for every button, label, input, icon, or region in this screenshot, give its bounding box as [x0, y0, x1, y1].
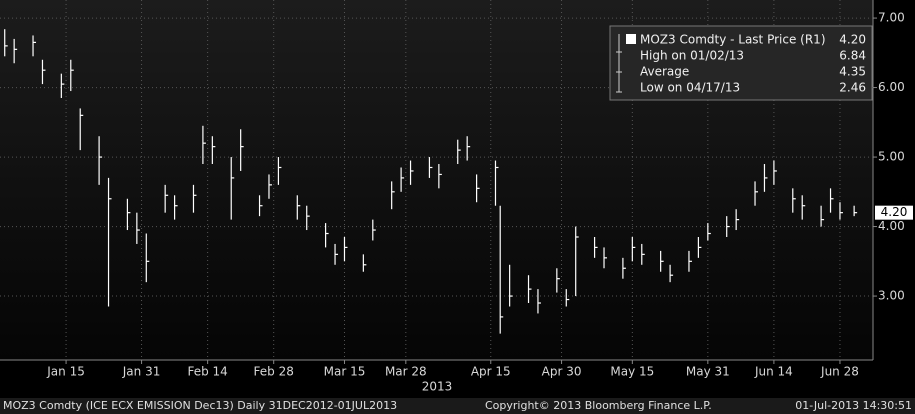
legend-last-value: 4.20: [839, 33, 866, 47]
footer-center: Copyright© 2013 Bloomberg Finance L.P.: [485, 399, 712, 412]
y-tick-label: 3.00: [878, 289, 905, 303]
legend-series: MOZ3 Comdty - Last Price (R1): [640, 33, 826, 47]
x-tick-label: May 15: [610, 365, 654, 379]
footer-right: 01-Jul-2013 14:30:51: [795, 399, 912, 412]
y-tick-label: 5.00: [878, 150, 905, 164]
y-tick-label: 4.00: [878, 219, 905, 233]
legend-stat-label: Low on 04/17/13: [640, 81, 740, 95]
x-tick-label: Feb 14: [187, 365, 227, 379]
y-tick-label: 6.00: [878, 80, 905, 94]
x-tick-label: Apr 30: [542, 365, 582, 379]
legend-icons: [616, 34, 622, 93]
legend: MOZ3 Comdty - Last Price (R1) 4.20 High …: [609, 25, 873, 101]
legend-stat-value: 2.46: [839, 81, 866, 95]
footer-bar: [0, 398, 915, 414]
legend-stat-value: 4.35: [839, 65, 866, 79]
footer-left: MOZ3 Comdty (ICE ECX EMISSION Dec13) Dai…: [3, 399, 397, 412]
x-tick-label: May 31: [686, 365, 730, 379]
legend-swatch: [626, 34, 636, 44]
last-price-tag: [875, 205, 913, 220]
last-price-label: 4.20: [881, 205, 908, 219]
legend-stat-label: High on 01/02/13: [640, 49, 744, 63]
x-tick-label: Jan 31: [122, 365, 161, 379]
legend-stat-value: 6.84: [839, 49, 866, 63]
legend-box: [609, 25, 873, 101]
legend-stat-label: Average: [640, 65, 689, 79]
x-tick-label: Jun 28: [820, 365, 859, 379]
x-tick-label: Apr 15: [471, 365, 511, 379]
x-axis-label: 2013: [422, 380, 453, 394]
x-tick-label: Mar 28: [385, 365, 427, 379]
x-tick-label: Feb 28: [254, 365, 294, 379]
x-tick-label: Jan 15: [46, 365, 85, 379]
x-tick-label: Jun 14: [754, 365, 793, 379]
x-tick-label: Mar 15: [324, 365, 366, 379]
y-tick-label: 7.00: [878, 11, 905, 25]
